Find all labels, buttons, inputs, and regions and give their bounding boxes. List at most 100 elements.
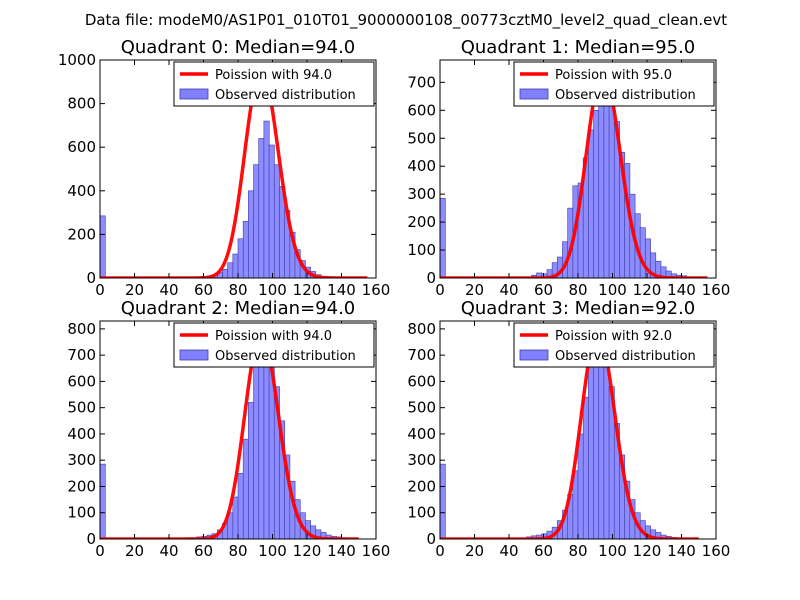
x-tick-label: 0 <box>95 281 105 299</box>
histogram-bar <box>603 357 610 539</box>
histogram-bar <box>263 120 270 278</box>
legend-bar-label: Observed distribution <box>215 88 356 103</box>
x-tick-label: 120 <box>293 542 322 560</box>
poisson-curve <box>440 329 699 539</box>
legend-bar-label: Observed distribution <box>555 349 696 364</box>
x-tick-label: 0 <box>95 542 105 560</box>
x-tick-label: 160 <box>362 281 391 299</box>
y-tick-label: 0 <box>86 530 96 548</box>
histogram-bar <box>588 129 594 278</box>
histogram-bar <box>248 402 254 539</box>
y-tick-label: 100 <box>407 241 436 259</box>
histogram-bar <box>237 473 244 539</box>
panel-title: Quadrant 2: Median=94.0 <box>121 298 356 319</box>
x-tick-label: 20 <box>465 281 484 299</box>
y-tick-label: 400 <box>67 182 96 200</box>
histogram-bar <box>232 496 239 539</box>
histogram-bar <box>440 198 446 278</box>
histogram-bar <box>242 221 249 278</box>
quadrant-0-panel: Quadrant 0: Median=94.0 0 20 40 60 80 100 120 14… <box>58 37 391 299</box>
histogram-bar <box>582 396 589 539</box>
y-tick-label: 600 <box>67 372 96 390</box>
x-tick-label: 40 <box>159 281 178 299</box>
histogram-bar <box>639 227 646 278</box>
x-tick-label: 60 <box>534 542 553 560</box>
x-tick-label: 100 <box>258 281 287 299</box>
x-tick-label: 0 <box>435 542 445 560</box>
x-tick-label: 60 <box>194 281 213 299</box>
histogram-bar <box>232 253 239 278</box>
quadrant-panels: Quadrant 0: Median=94.0 0 20 40 60 80 100 120 14… <box>58 37 731 560</box>
y-tick-label: 500 <box>67 399 96 417</box>
x-tick-label: 40 <box>499 542 518 560</box>
legend-bar-swatch <box>519 88 549 100</box>
y-tick-label: 800 <box>407 320 436 338</box>
poisson-curve <box>100 331 359 539</box>
y-tick-label: 200 <box>67 225 96 243</box>
x-tick-label: 20 <box>465 542 484 560</box>
y-tick-label: 600 <box>407 101 436 119</box>
histogram-bar <box>237 238 244 278</box>
x-tick-label: 100 <box>598 281 627 299</box>
legend: Poission with 94.0 Observed distribution <box>173 61 375 107</box>
histogram-bar <box>440 463 446 539</box>
histogram-bar <box>253 360 260 539</box>
legend-bar-swatch <box>179 88 209 100</box>
x-tick-label: 160 <box>702 542 731 560</box>
histogram-bar <box>253 164 260 278</box>
x-tick-label: 80 <box>568 281 587 299</box>
legend-bar-label: Observed distribution <box>215 349 356 364</box>
y-tick-label: 800 <box>67 320 96 338</box>
x-tick-label: 60 <box>534 281 553 299</box>
y-tick-label: 0 <box>86 269 96 287</box>
legend: Poission with 92.0 Observed distribution <box>513 322 715 368</box>
y-tick-label: 200 <box>67 477 96 495</box>
legend-bar-swatch <box>179 349 209 361</box>
legend: Poission with 94.0 Observed distribution <box>173 322 375 368</box>
y-tick-label: 100 <box>407 504 436 522</box>
y-tick-label: 700 <box>407 73 436 91</box>
x-tick-label: 120 <box>633 281 662 299</box>
legend-line-label: Poission with 94.0 <box>215 68 332 83</box>
histogram-bar <box>603 76 610 278</box>
x-tick-label: 160 <box>702 281 731 299</box>
histogram-bar <box>258 138 265 278</box>
y-tick-label: 800 <box>67 95 96 113</box>
x-tick-label: 20 <box>125 281 144 299</box>
histogram-bar <box>248 190 254 278</box>
x-tick-label: 160 <box>362 542 391 560</box>
legend-line-label: Poission with 92.0 <box>555 329 672 344</box>
x-tick-label: 20 <box>125 542 144 560</box>
x-tick-label: 0 <box>435 281 445 299</box>
x-tick-label: 60 <box>194 542 213 560</box>
quadrant-1-panel: Quadrant 1: Median=95.0 0 20 40 60 80 100 120 14… <box>407 37 730 299</box>
x-tick-label: 80 <box>228 281 247 299</box>
y-tick-label: 700 <box>407 346 436 364</box>
histogram-bar <box>100 463 106 539</box>
histogram-bar <box>577 433 584 539</box>
x-tick-label: 140 <box>327 281 356 299</box>
histogram-bar <box>222 268 229 278</box>
legend-bar-swatch <box>519 349 549 361</box>
quadrant-3-panel: Quadrant 3: Median=92.0 0 20 40 60 80 100 120 14… <box>407 298 730 560</box>
legend: Poission with 95.0 Observed distribution <box>513 61 715 107</box>
y-tick-label: 300 <box>67 451 96 469</box>
histogram-bar <box>588 360 594 539</box>
x-tick-label: 40 <box>159 542 178 560</box>
y-tick-label: 400 <box>67 425 96 443</box>
x-tick-label: 140 <box>667 281 696 299</box>
x-tick-label: 100 <box>258 542 287 560</box>
x-tick-label: 80 <box>568 542 587 560</box>
histogram-bar <box>242 438 249 539</box>
panel-title: Quadrant 3: Median=92.0 <box>461 298 696 319</box>
histogram-bar <box>598 339 605 539</box>
panel-title: Quadrant 0: Median=94.0 <box>121 37 356 58</box>
y-tick-label: 500 <box>407 399 436 417</box>
x-tick-label: 120 <box>633 542 662 560</box>
y-tick-label: 600 <box>407 372 436 390</box>
y-tick-label: 500 <box>407 129 436 147</box>
y-tick-label: 700 <box>67 346 96 364</box>
legend-line-label: Poission with 94.0 <box>215 329 332 344</box>
x-tick-label: 140 <box>667 542 696 560</box>
